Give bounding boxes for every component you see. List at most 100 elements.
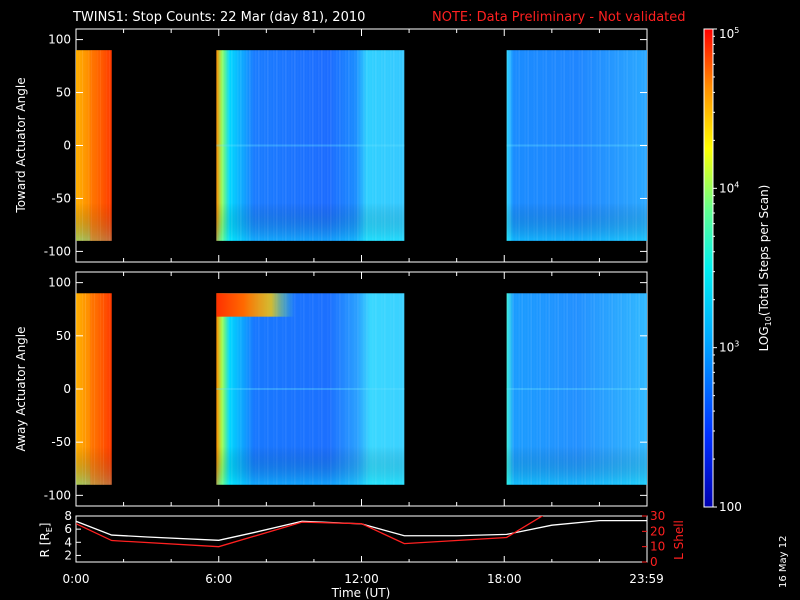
toward-texture-stripe (109, 50, 110, 241)
toward-texture-stripe (300, 50, 302, 241)
toward-texture-stripe (506, 50, 508, 241)
toward-texture-stripe (291, 50, 293, 241)
away-texture-stripe (518, 293, 520, 485)
toward-texture-stripe (240, 50, 242, 241)
toward-texture-stripe (372, 50, 374, 241)
toward-texture-stripe (336, 50, 338, 241)
away-texture-stripe (231, 293, 233, 485)
away-texture-stripe (246, 293, 248, 485)
away-zero-streak (216, 388, 405, 390)
toward-ytick-label: 100 (48, 33, 71, 47)
toward-texture-stripe (237, 50, 239, 241)
away-ylabel: Away Actuator Angle (14, 326, 28, 451)
colorbar-gradient (703, 28, 714, 508)
toward-texture-stripe (315, 50, 316, 241)
toward-texture-stripe (255, 50, 257, 241)
away-texture-stripe (615, 293, 616, 484)
toward-texture-stripe (596, 50, 598, 241)
away-texture-stripe (285, 293, 287, 485)
away-texture-stripe (548, 293, 550, 485)
toward-texture-stripe (106, 50, 107, 241)
away-texture-stripe (94, 293, 95, 485)
away-texture-stripe (348, 293, 350, 485)
away-texture-stripe (624, 293, 625, 484)
toward-texture-stripe (554, 50, 556, 241)
away-texture-stripe (570, 293, 571, 484)
toward-texture-stripe (384, 50, 386, 241)
away-texture-stripe (566, 293, 568, 485)
toward-texture-stripe (560, 50, 562, 241)
radius-ytick-label: 6 (64, 522, 72, 536)
toward-texture-stripe (587, 50, 589, 241)
away-texture-stripe (91, 293, 92, 485)
toward-texture-stripe (228, 50, 230, 241)
away-texture-stripe (103, 293, 104, 485)
away-ytick-label: 50 (56, 329, 71, 343)
away-texture-stripe (375, 293, 377, 485)
toward-texture-stripe (612, 50, 613, 241)
toward-texture-stripe (375, 50, 377, 241)
away-texture-stripe (599, 293, 601, 485)
colorbar-tick-label: 100 (719, 500, 742, 514)
away-texture-stripe (357, 293, 359, 485)
away-ytick-label: 0 (63, 382, 71, 396)
away-texture-stripe (516, 293, 517, 484)
away-zero-streak (506, 388, 647, 390)
away-texture-stripe (291, 293, 293, 485)
away-texture-stripe (536, 293, 538, 485)
colorbar-tick-label: 104 (719, 180, 739, 195)
toward-texture-stripe (558, 50, 559, 241)
toward-texture-stripe (273, 50, 275, 241)
away-texture-stripe (635, 293, 637, 485)
toward-texture-stripe (312, 50, 314, 241)
away-texture-stripe (372, 293, 374, 485)
away-texture-stripe (300, 293, 302, 485)
toward-texture-stripe (324, 50, 325, 241)
away-texture-stripe (557, 293, 559, 485)
toward-texture-stripe (321, 50, 323, 241)
toward-texture-stripe (563, 50, 565, 241)
toward-texture-stripe (216, 50, 217, 241)
toward-panel: 100 50 0 -50 -100 Toward Actuator Angle (14, 28, 648, 263)
radius-ytick-label: 4 (64, 535, 72, 549)
away-texture-stripe (512, 293, 514, 485)
toward-texture-stripe (88, 50, 89, 241)
toward-texture-stripe (354, 50, 356, 241)
away-texture-stripe (309, 293, 311, 485)
toward-texture-stripe (390, 50, 392, 241)
lshell-ytick-label: 10 (650, 540, 665, 554)
away-texture-stripe (593, 293, 595, 485)
time-xtick-label: 12:00 (344, 572, 379, 586)
away-panel: 100 50 0 -50 -100 Away Actuator Angle (14, 271, 648, 507)
toward-texture-stripe (243, 50, 244, 241)
away-texture-stripe (237, 293, 239, 485)
away-texture-stripe (579, 293, 580, 484)
toward-texture-stripe (542, 50, 544, 241)
toward-texture-stripe (585, 50, 586, 241)
away-texture-stripe (100, 293, 101, 485)
lshell-ytick-label: 20 (650, 524, 665, 538)
toward-texture-stripe (572, 50, 574, 241)
toward-texture-stripe (518, 50, 520, 241)
toward-texture-stripe (393, 50, 395, 241)
away-texture-stripe (273, 293, 275, 485)
time-xtick-label: 0:00 (63, 572, 90, 586)
away-ytick-label: -100 (44, 488, 71, 502)
toward-texture-stripe (536, 50, 538, 241)
toward-texture-stripe (306, 50, 307, 241)
away-texture-stripe (345, 293, 347, 485)
away-texture-stripe (219, 293, 221, 485)
away-texture-stripe (581, 293, 583, 485)
toward-segment-shade (506, 50, 647, 241)
away-texture-stripe (608, 293, 610, 485)
toward-texture-stripe (531, 50, 532, 241)
away-hot-core (90, 293, 112, 485)
away-texture-stripe (620, 293, 622, 485)
toward-texture-stripe (339, 50, 341, 241)
lshell-ytick-label: 30 (650, 509, 665, 523)
away-texture-stripe (88, 293, 89, 484)
away-texture-stripe (228, 293, 230, 485)
away-texture-stripe (336, 293, 338, 485)
away-texture-stripe (318, 293, 320, 485)
away-texture-stripe (584, 293, 586, 485)
